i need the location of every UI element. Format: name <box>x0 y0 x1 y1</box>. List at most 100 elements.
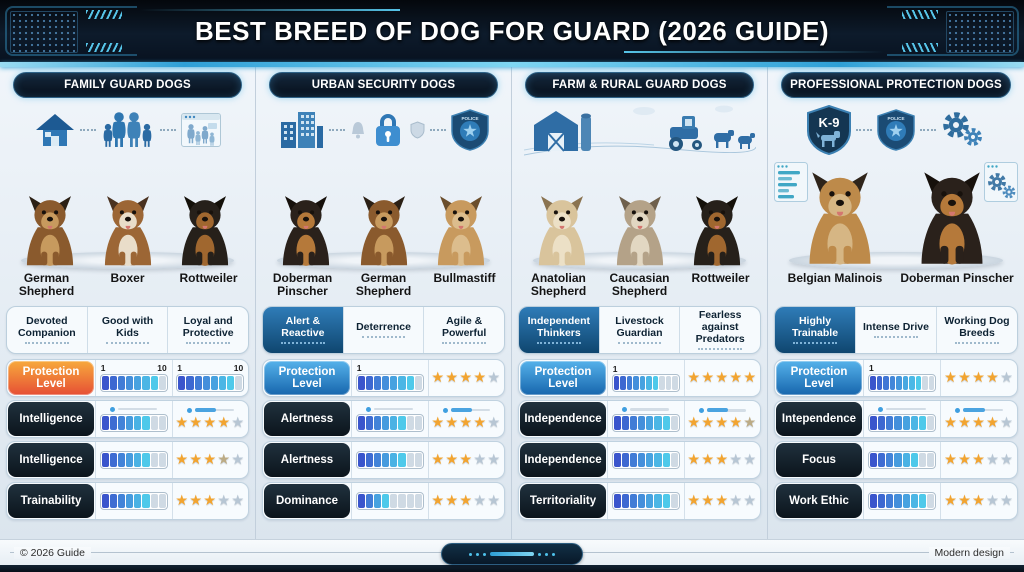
bell-icon <box>350 121 366 140</box>
bar-segment <box>918 494 926 508</box>
stars-cell: ★★★★★ <box>683 483 761 520</box>
bar-segment <box>357 375 365 390</box>
bar-segment <box>142 494 150 508</box>
trait-text: Intense Drive <box>863 320 929 333</box>
bar-segment <box>910 494 918 508</box>
bar-segment <box>178 375 186 390</box>
bar-segment <box>365 494 373 508</box>
bar-segment <box>613 494 621 509</box>
bar-segment <box>101 415 109 430</box>
row-label: Protection Level <box>8 361 94 395</box>
bar-segment <box>613 415 621 430</box>
dotted-underline <box>186 342 231 345</box>
glow-streak <box>140 9 400 11</box>
bar-segment <box>886 494 894 508</box>
star-icon: ★ <box>487 370 502 386</box>
bar-segment <box>406 415 414 430</box>
dog-name: Caucasian Shepherd <box>609 271 670 298</box>
star-icon: ★ <box>743 493 758 510</box>
scale-min: 1 <box>612 363 618 374</box>
badge-icon: POLICE <box>877 109 915 151</box>
trait-text: Deterrence <box>356 320 411 333</box>
rating-stars: ★★★★★ <box>431 415 501 431</box>
bar-segment <box>134 453 142 467</box>
lock-icon <box>371 111 405 149</box>
rating-bar <box>355 492 424 510</box>
bar-segment <box>918 415 926 430</box>
bar-segment <box>878 494 886 508</box>
stars-cell: ★★★★★ <box>171 442 249 478</box>
dog-name: Boxer <box>110 271 145 285</box>
rating-bar <box>99 492 168 510</box>
star-icon: ★ <box>1000 414 1014 431</box>
scale-max: 10 <box>233 363 244 374</box>
gears-icon <box>941 109 985 151</box>
house-icon <box>35 112 75 148</box>
bar-segment <box>109 415 117 430</box>
row-label: Intependence <box>776 402 862 436</box>
bar-segment <box>398 494 406 508</box>
rating-bar <box>611 492 680 511</box>
bar-segment <box>639 376 646 390</box>
stars-cell: ★★★★★ <box>940 483 1017 519</box>
design-credit-text: Modern design <box>928 546 1010 559</box>
connector-dots <box>79 129 96 131</box>
connector-dots <box>159 129 176 131</box>
category-column: FAMILY GUARD DOGS German Shepherd Boxer Rot… <box>0 67 256 539</box>
row-label: Focus <box>776 443 862 477</box>
family-icon <box>101 110 155 150</box>
traits-row: Highly Trainable Intense Drive Working Dog… <box>774 306 1018 354</box>
bar-cell: 1 <box>863 360 940 396</box>
bar-segment <box>202 375 210 390</box>
bar-segment <box>918 453 926 467</box>
dogs-row <box>262 158 505 270</box>
bar-segment <box>158 415 166 430</box>
footer: © 2026 Guide Modern design <box>0 539 1024 565</box>
star-icon: ★ <box>701 370 716 387</box>
star-icon: ★ <box>701 414 716 431</box>
comparison-row: Intelligence ★★★★★ <box>6 441 249 479</box>
bar-cell <box>863 483 940 519</box>
bar-segment <box>646 453 654 468</box>
trait-text: Livestock Guardian <box>615 314 664 339</box>
bar-segment <box>902 415 910 430</box>
header-banner: BEST BREED OF DOG FOR GUARD (2026 GUIDE) <box>0 0 1024 62</box>
rows-group: Protection Level 1 ★★★★★ Alertness ★★★★★ Aler… <box>262 359 505 520</box>
star-icon: ★ <box>445 370 460 386</box>
dog-illustration <box>606 192 674 270</box>
bar-segment <box>894 453 902 467</box>
bar-cell <box>95 442 172 478</box>
bar-cell <box>351 483 428 519</box>
rating-stars: ★★★★★ <box>944 415 1014 431</box>
stars-cell: ★★★★★ <box>940 401 1017 437</box>
star-icon: ★ <box>958 370 972 386</box>
panel-bars-icon <box>774 162 808 207</box>
dog-illustration <box>683 192 751 270</box>
mini-slider <box>698 407 746 413</box>
bar-segment <box>109 453 117 467</box>
bar-segment <box>910 453 918 467</box>
star-icon: ★ <box>743 452 758 469</box>
traits-row: Alert & Reactive Deterrence Agile & Powerf… <box>262 306 505 354</box>
bar-segment <box>621 453 629 468</box>
bar-segment <box>922 375 928 390</box>
trait-cell: Agile & Powerful <box>423 307 504 353</box>
mini-slider <box>955 407 1003 413</box>
dog-name: Doberman Pinscher <box>900 271 1014 285</box>
star-icon: ★ <box>473 493 488 509</box>
bottom-bar <box>0 565 1024 572</box>
bar-segment <box>186 375 194 390</box>
svg-text:POLICE: POLICE <box>461 116 478 121</box>
bar-segment <box>654 415 662 430</box>
bar-cell <box>863 442 940 478</box>
scale-min: 1 <box>177 363 182 374</box>
row-label: Protection Level <box>520 361 606 396</box>
dog-illustration <box>528 192 596 270</box>
mini-slider <box>442 407 490 413</box>
bar-segment <box>621 415 629 430</box>
star-icon: ★ <box>715 370 730 387</box>
star-icon: ★ <box>217 452 232 468</box>
bar-segment <box>638 494 646 509</box>
bar-segment <box>142 453 150 467</box>
bar-segment <box>357 415 365 430</box>
